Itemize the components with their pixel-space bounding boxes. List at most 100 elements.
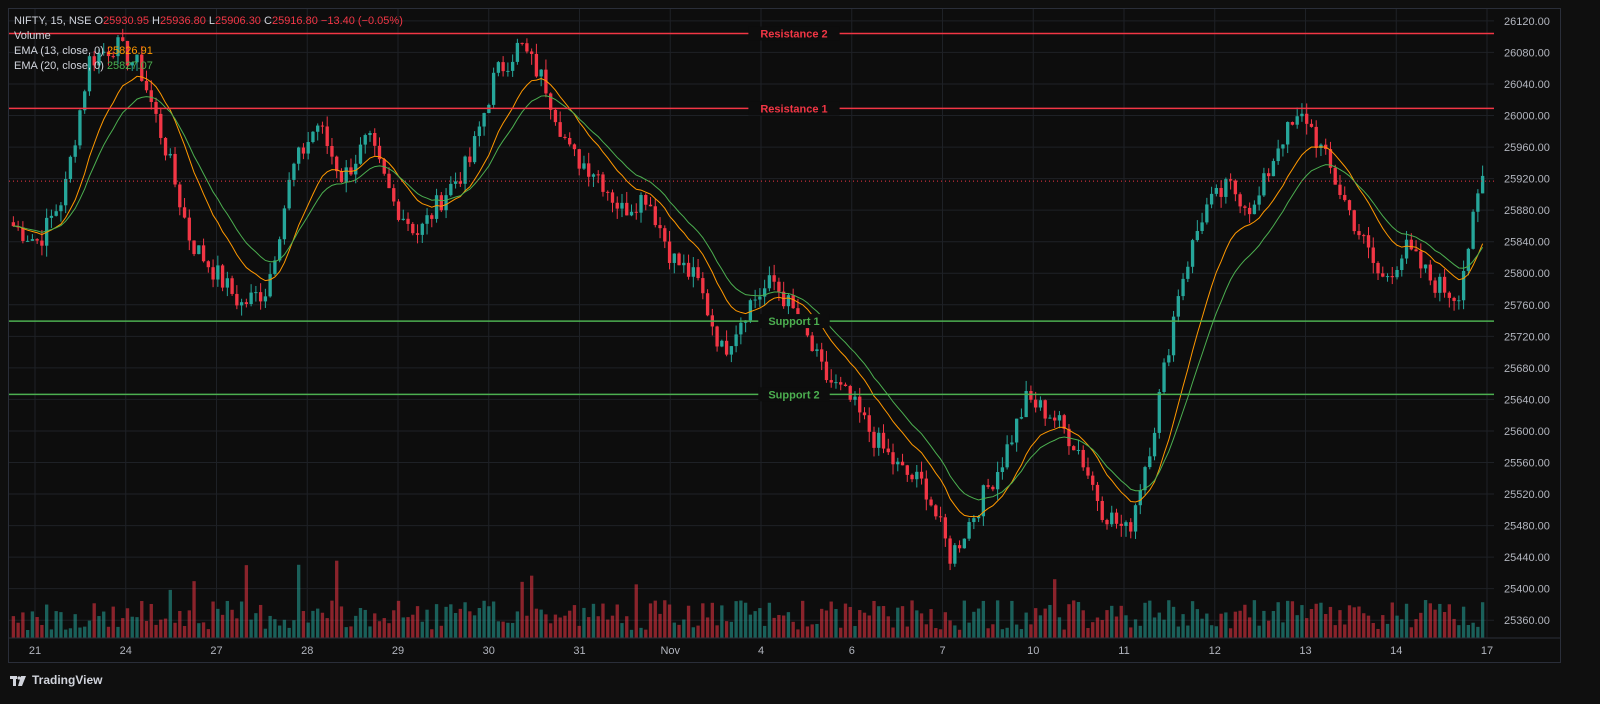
- symbol-label[interactable]: NIFTY, 15, NSE: [14, 15, 92, 27]
- volume-bar: [78, 627, 82, 638]
- volume-bar: [211, 601, 215, 638]
- volume-bar: [520, 581, 524, 638]
- volume-bar: [529, 575, 534, 638]
- candle-body: [943, 517, 947, 539]
- candle-body: [1357, 231, 1361, 236]
- volume-bar: [644, 629, 648, 638]
- candle-body: [729, 346, 734, 355]
- candlestick-chart[interactable]: Resistance 226104.00Resistance 126009.00…: [9, 9, 1560, 662]
- volume-bar: [11, 616, 16, 638]
- candle-body: [1271, 161, 1276, 177]
- volume-bar: [16, 622, 20, 638]
- volume-bar: [910, 600, 914, 638]
- candle-body: [862, 412, 867, 416]
- candle-body: [249, 292, 253, 304]
- volume-bar: [815, 623, 819, 638]
- volume-bar: [163, 618, 168, 638]
- ema20-label: EMA (20, close, 0): [14, 60, 104, 72]
- volume-bar: [382, 618, 386, 638]
- candle-body: [553, 109, 558, 123]
- candle-body: [1000, 467, 1005, 473]
- ema13-legend[interactable]: EMA (13, close, 0) 25826.91: [14, 44, 403, 59]
- open-value: 25930.95: [103, 15, 149, 27]
- volume-bar: [496, 621, 501, 638]
- candle-body: [1114, 512, 1119, 524]
- brand-name[interactable]: TradingView: [32, 673, 103, 687]
- candle-body: [625, 202, 629, 216]
- volume-bar: [515, 611, 520, 638]
- candle-body: [335, 156, 339, 172]
- candle-body: [1257, 195, 1261, 205]
- candle-body: [301, 147, 306, 154]
- candle-body: [972, 518, 976, 523]
- volume-bar: [753, 611, 757, 638]
- candle-body: [1048, 417, 1052, 419]
- candle-body: [1224, 179, 1228, 197]
- candle-body: [1034, 399, 1038, 408]
- candle-body: [915, 471, 919, 480]
- volume-bar: [1133, 619, 1138, 638]
- candle-body: [1095, 484, 1100, 501]
- volume-bar: [1072, 600, 1076, 638]
- volume-bar: [106, 626, 111, 638]
- volume-bar: [458, 608, 462, 638]
- volume-bar: [1219, 613, 1223, 638]
- volume-bar: [373, 613, 377, 638]
- candle-body: [225, 278, 230, 288]
- candle-body: [881, 432, 886, 449]
- candle-body: [1295, 116, 1299, 125]
- y-tick-label: 25560.00: [1504, 458, 1550, 470]
- candle-body: [1176, 296, 1180, 317]
- volume-bar: [1428, 603, 1432, 638]
- candle-body: [411, 223, 415, 234]
- volume-bar: [1343, 624, 1347, 638]
- volume-bar: [1466, 625, 1471, 638]
- level-label-bg: [748, 101, 840, 116]
- candle-body: [78, 110, 82, 146]
- candle-body: [701, 278, 705, 294]
- candle-body: [1362, 235, 1366, 237]
- volume-bar: [1333, 625, 1337, 638]
- candle-body: [35, 239, 39, 241]
- high-key: H: [152, 15, 160, 27]
- volume-bar: [1048, 604, 1052, 638]
- volume-bar: [943, 612, 947, 638]
- y-tick-label: 25720.00: [1504, 331, 1550, 343]
- volume-bar: [877, 606, 881, 638]
- volume-bar: [282, 619, 287, 638]
- chart-panel[interactable]: Resistance 226104.00Resistance 126009.00…: [8, 8, 1561, 663]
- candle-body: [1371, 247, 1375, 263]
- candle-body: [220, 265, 225, 288]
- y-tick-label: 25600.00: [1504, 426, 1550, 438]
- tradingview-logo-icon[interactable]: [10, 675, 26, 686]
- candle-body: [73, 145, 77, 157]
- ema20-legend[interactable]: EMA (20, close, 0) 25827.07: [14, 59, 403, 74]
- candle-body: [287, 179, 291, 209]
- candle-body: [877, 432, 881, 448]
- candle-body: [201, 245, 206, 262]
- candle-body: [496, 62, 501, 73]
- candle-body: [1419, 251, 1423, 269]
- candle-body: [1019, 417, 1024, 419]
- volume-bar: [705, 617, 710, 638]
- volume-bar: [144, 620, 149, 638]
- candle-body: [777, 281, 781, 292]
- price-axis-bg: [1496, 9, 1560, 662]
- candle-body: [1086, 467, 1090, 476]
- volume-bar: [501, 621, 505, 638]
- candle-body: [1452, 297, 1456, 301]
- candle-body: [420, 223, 424, 235]
- volume-bar: [468, 611, 472, 638]
- candle-body: [1423, 264, 1428, 269]
- candle-body: [1243, 206, 1247, 208]
- volume-legend[interactable]: Volume: [14, 29, 403, 44]
- volume-bar: [1385, 623, 1390, 638]
- volume-bar: [648, 603, 653, 638]
- volume-bar: [658, 613, 662, 638]
- volume-bar: [981, 600, 986, 638]
- y-tick-label: 25440.00: [1504, 552, 1550, 564]
- volume-bar: [135, 617, 139, 638]
- volume-bar: [720, 605, 724, 638]
- volume-bar: [1290, 601, 1295, 638]
- candle-body: [1466, 248, 1471, 271]
